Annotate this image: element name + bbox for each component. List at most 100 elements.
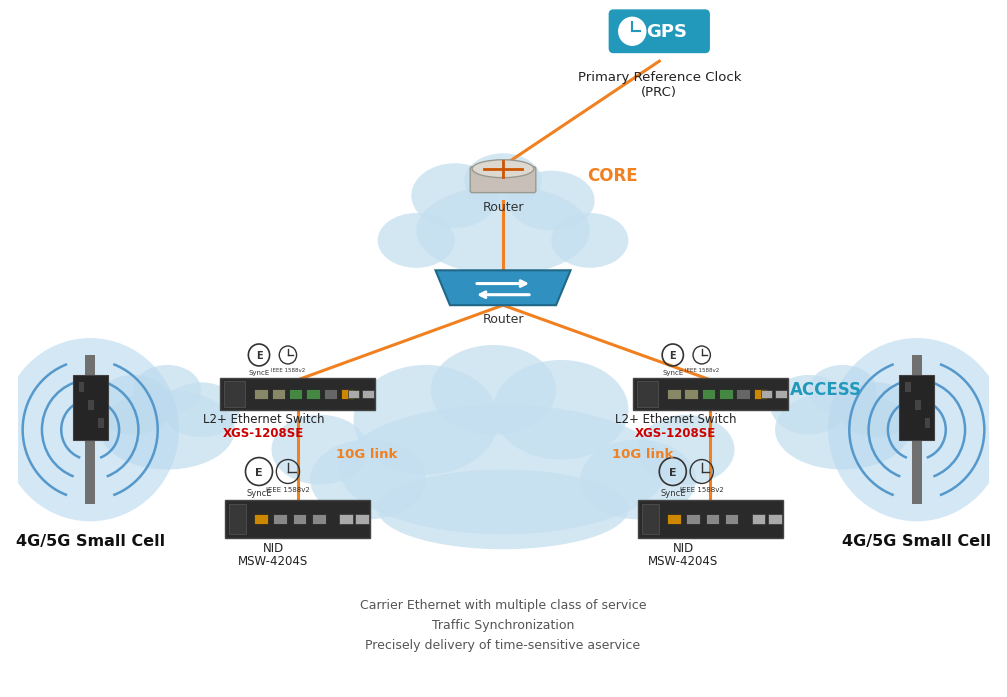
Bar [341,389,354,399]
Bar [899,375,934,440]
Bar [719,389,732,399]
Text: Primary Reference Clock
(PRC): Primary Reference Clock (PRC) [578,71,741,99]
Text: ACCESS: ACCESS [789,381,862,399]
Bar [225,381,246,407]
Bar [306,389,320,399]
Ellipse shape [272,415,368,484]
Ellipse shape [416,185,590,275]
Ellipse shape [100,390,235,470]
Ellipse shape [551,213,628,268]
Bar [229,505,247,535]
Text: NID: NID [263,542,284,556]
Circle shape [1,338,179,521]
Ellipse shape [339,405,667,535]
Text: GPS: GPS [646,23,688,41]
Bar [339,514,352,524]
Bar [687,514,700,524]
Text: Carrier Ethernet with multiple class of service: Carrier Ethernet with multiple class of … [359,599,646,612]
Text: 4G/5G Small Cell: 4G/5G Small Cell [842,535,991,549]
Ellipse shape [838,383,915,437]
Ellipse shape [412,163,498,228]
Text: MSW-4204S: MSW-4204S [239,556,308,568]
Bar [254,514,268,524]
Bar [226,500,370,538]
Ellipse shape [95,375,172,435]
Ellipse shape [310,440,426,519]
Text: IEEE 1588v2: IEEE 1588v2 [266,487,310,493]
Text: 10G link: 10G link [336,448,398,461]
Bar [760,390,772,398]
Bar [924,418,930,428]
Ellipse shape [508,171,595,231]
Bar [768,514,781,524]
Bar [355,514,369,524]
Text: 10G link: 10G link [612,448,674,461]
Bar [272,389,285,399]
Text: IEEE 1588v2: IEEE 1588v2 [685,368,719,373]
Bar [79,382,85,392]
Bar [725,514,738,524]
Bar [667,514,681,524]
Text: E: E [255,468,263,477]
Text: E: E [669,468,677,477]
Ellipse shape [638,415,734,484]
Ellipse shape [378,213,455,268]
Bar [912,355,921,505]
Text: IEEE 1588v2: IEEE 1588v2 [271,368,305,373]
Ellipse shape [493,360,628,459]
Bar [641,505,660,535]
Bar [73,375,108,440]
Ellipse shape [580,440,696,519]
Bar [685,389,698,399]
Text: SyncE: SyncE [249,370,270,376]
Text: NID: NID [673,542,694,556]
Bar [638,500,782,538]
Text: XGS-1208SE: XGS-1208SE [635,427,716,440]
Text: 4G/5G Small Cell: 4G/5G Small Cell [16,535,165,549]
Bar [323,389,337,399]
FancyBboxPatch shape [608,9,710,53]
Bar [702,389,715,399]
Polygon shape [435,270,571,305]
Text: E: E [256,351,262,361]
Text: XGS-1208SE: XGS-1208SE [224,427,304,440]
Bar [98,418,104,428]
Text: SyncE: SyncE [663,370,684,376]
Text: CORE: CORE [587,167,637,185]
Bar [667,389,681,399]
Bar [86,355,95,505]
Bar [254,389,268,399]
Circle shape [828,338,1006,521]
Bar [752,514,765,524]
Ellipse shape [770,375,847,435]
Ellipse shape [431,345,556,435]
Ellipse shape [809,365,876,415]
Bar [274,514,287,524]
Bar [89,400,94,410]
Text: Router: Router [482,201,524,213]
Bar [293,514,306,524]
Ellipse shape [775,390,910,470]
Text: Router: Router [482,313,524,326]
Bar [637,381,659,407]
Text: SyncE: SyncE [247,489,272,498]
Bar [736,389,750,399]
Bar [289,389,302,399]
Ellipse shape [353,365,498,475]
Ellipse shape [378,470,628,549]
Ellipse shape [464,153,542,208]
Ellipse shape [162,383,240,437]
Circle shape [618,17,645,45]
Bar [706,514,719,524]
Text: SyncE: SyncE [660,489,686,498]
Text: E: E [670,351,676,361]
Text: Precisely delivery of time-sensitive aservice: Precisely delivery of time-sensitive ase… [366,639,640,652]
Bar [754,389,767,399]
Bar [775,390,786,398]
Bar [347,390,359,398]
Ellipse shape [134,365,201,415]
Bar [363,390,374,398]
Text: MSW-4204S: MSW-4204S [649,556,719,568]
Bar [905,382,911,392]
FancyBboxPatch shape [470,167,536,192]
